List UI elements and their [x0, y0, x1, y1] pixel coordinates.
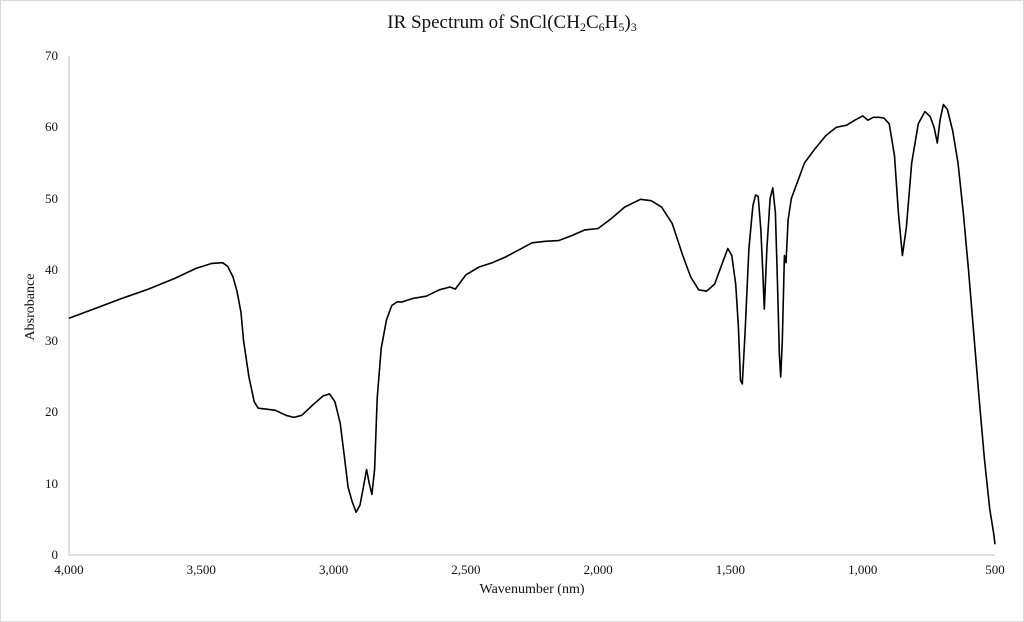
- y-tick-label: 10: [45, 475, 58, 491]
- x-tick-label: 1,500: [715, 562, 746, 577]
- y-tick-label: 70: [45, 48, 58, 63]
- x-tick-label: 2,500: [451, 562, 481, 577]
- x-tick-label: 3,000: [318, 562, 349, 577]
- y-tick-label: 30: [45, 333, 58, 349]
- x-tick-label: 4,000: [54, 562, 84, 577]
- spectrum-line: [68, 103, 996, 545]
- x-tick-label: 1,000: [848, 562, 878, 577]
- y-tick-label: 40: [45, 261, 58, 277]
- x-tick-label: 3,500: [186, 562, 216, 577]
- y-tick-label: 20: [45, 404, 58, 420]
- x-axis-label: Wavenumber (nm): [479, 582, 585, 597]
- x-tick-label: 500: [985, 562, 1005, 577]
- y-tick-label: 0: [51, 547, 59, 562]
- chart-title: IR Spectrum of SnCl(CH2C6H5)3: [387, 12, 637, 34]
- y-tick-label: 60: [45, 119, 58, 135]
- y-axis-label: Absrobance: [23, 273, 38, 341]
- y-tick-label: 50: [45, 190, 58, 206]
- x-tick-label: 2,000: [583, 562, 613, 577]
